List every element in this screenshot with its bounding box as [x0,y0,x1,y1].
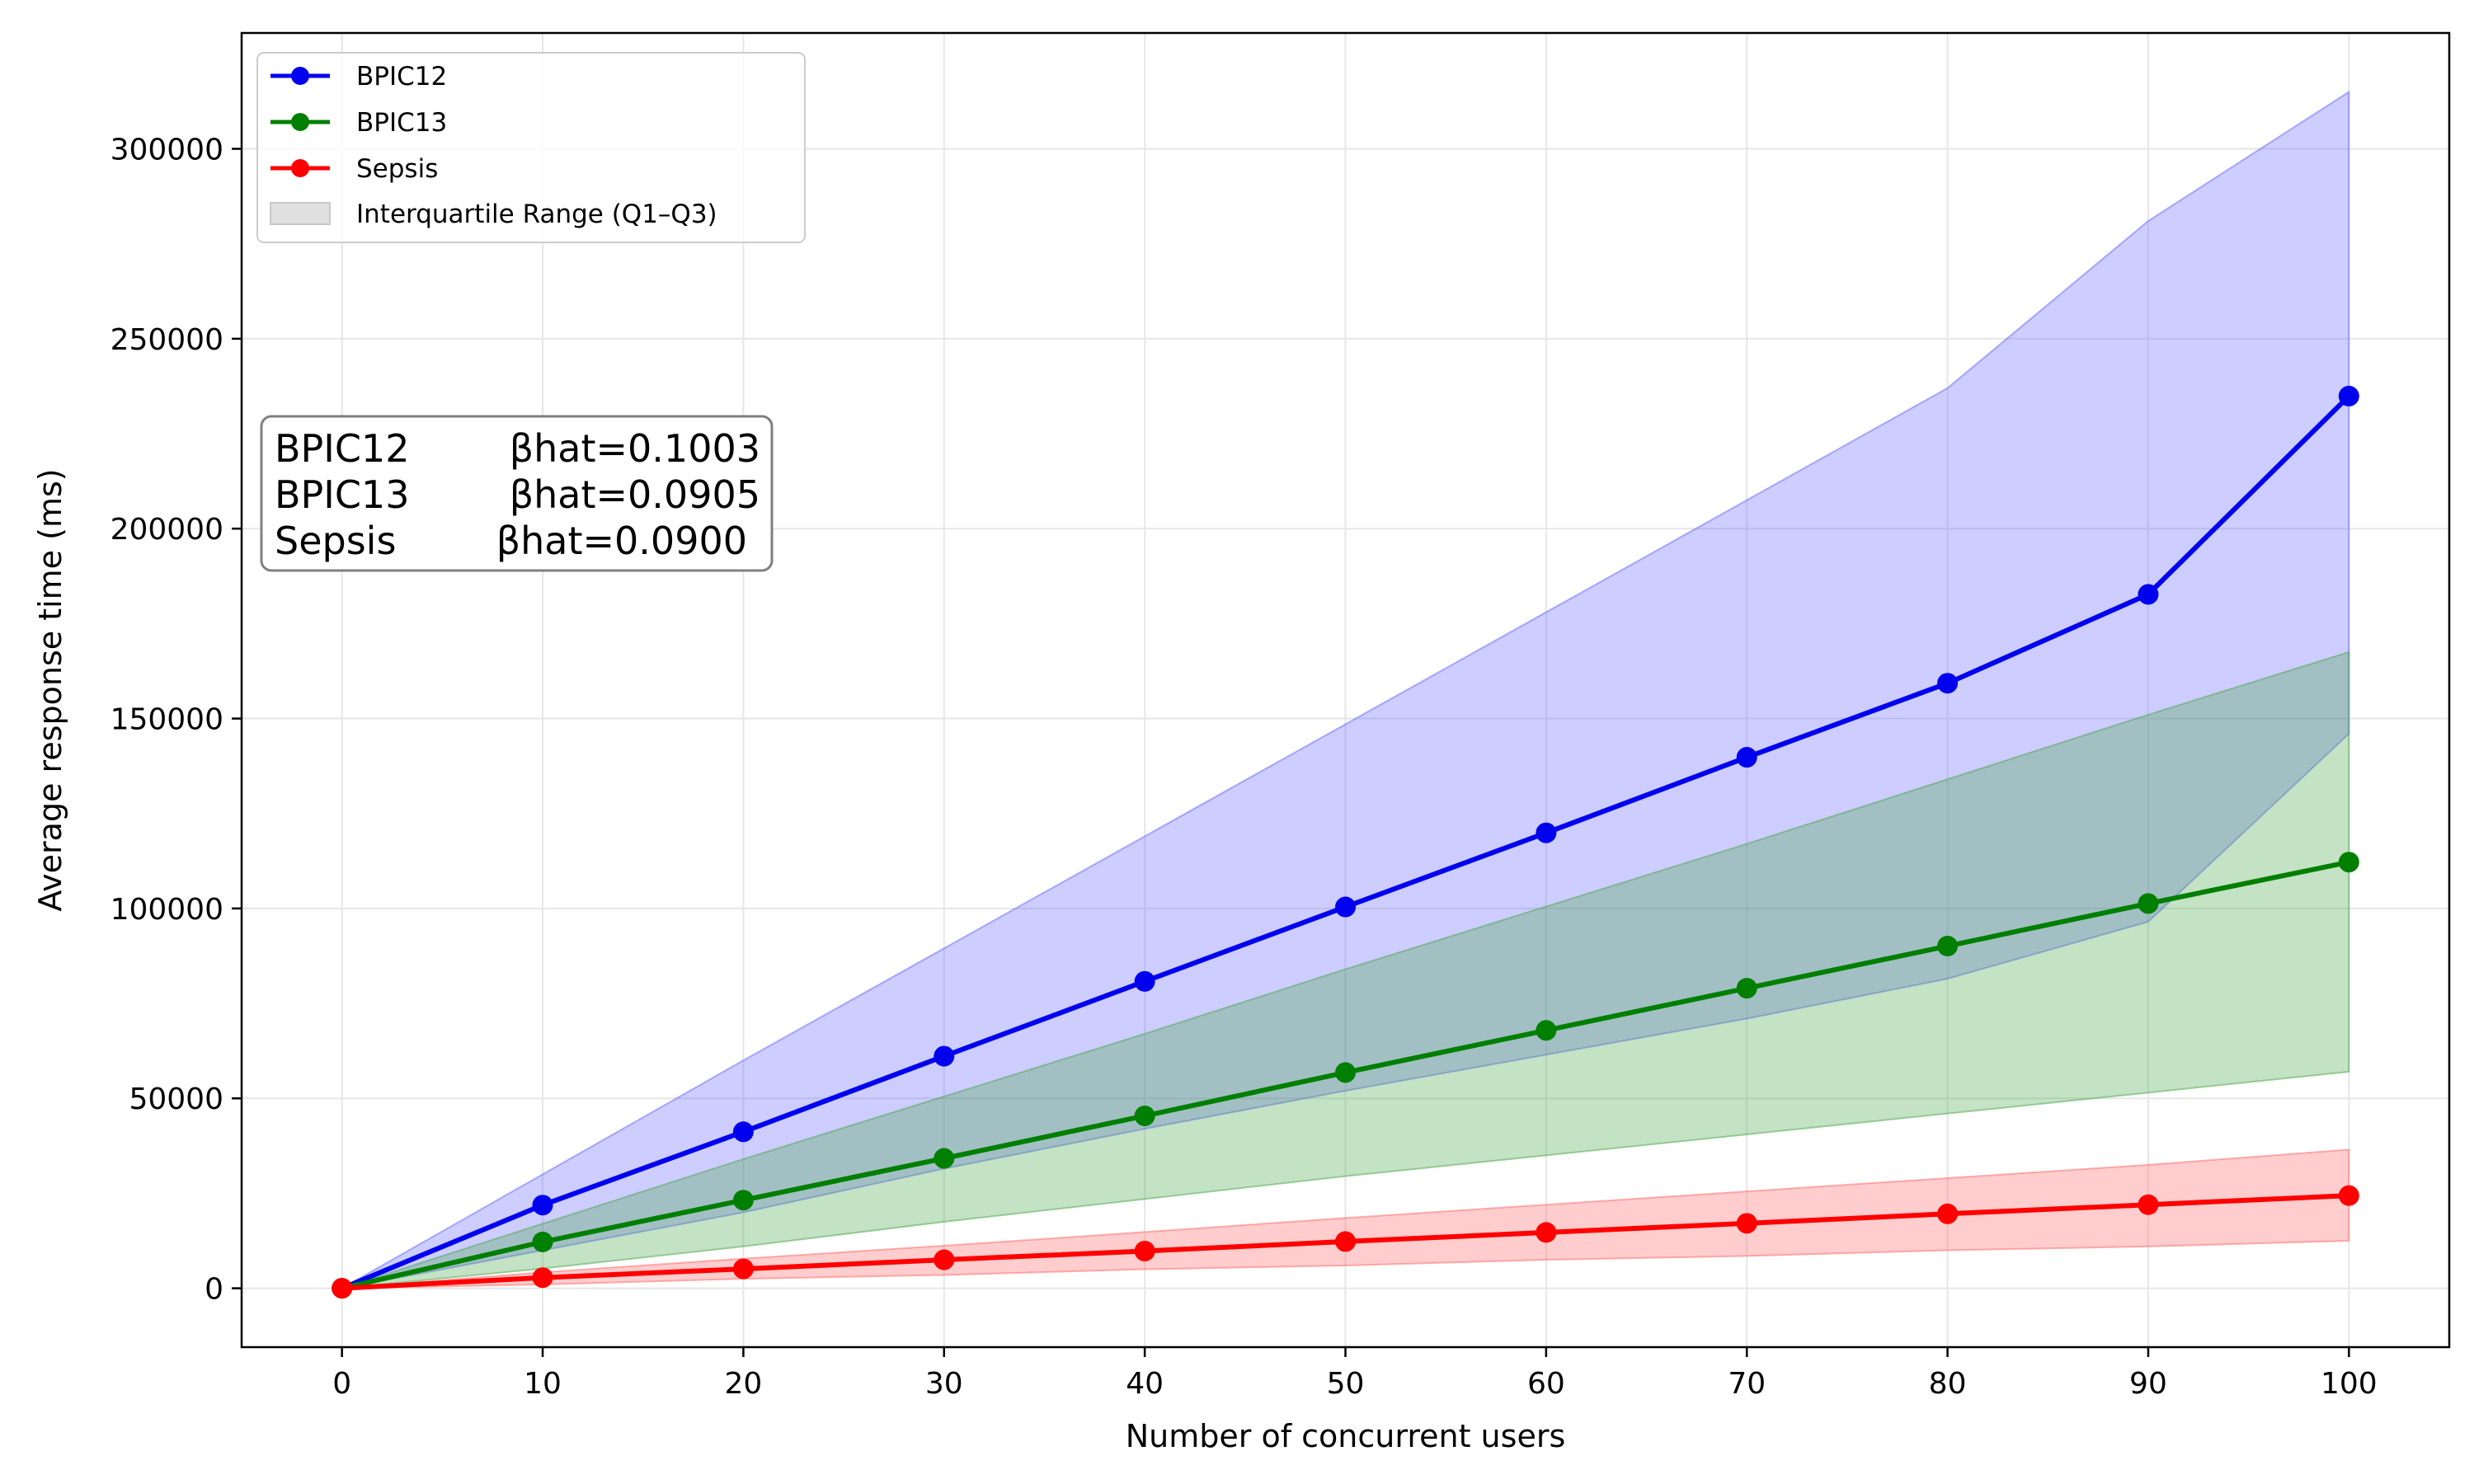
data-point-bpic13 [1536,1020,1557,1041]
data-point-sepsis [934,1249,955,1270]
x-axis-ticks: 0 10 20 30 40 50 60 70 80 90 100 [332,1347,2378,1401]
data-point-sepsis [1736,1213,1757,1234]
x-axis-label: Number of concurrent users [1126,1418,1566,1454]
legend-marker-bpic12 [291,67,309,85]
legend-entry-bpic12: BPIC12 [270,62,447,92]
data-point-bpic12 [1134,970,1155,992]
x-tick-label: 60 [1527,1367,1565,1401]
x-tick-label: 30 [925,1367,963,1401]
data-point-sepsis [1536,1222,1557,1243]
data-point-bpic12 [934,1045,955,1067]
y-tick-label: 300000 [111,134,223,167]
beta-hat-annotation: BPIC12 βhat=0.1003 BPIC13 βhat=0.0905 Se… [260,415,774,572]
data-point-sepsis [332,1278,353,1299]
legend-entry-sepsis: Sepsis [270,154,438,184]
x-tick-label: 40 [1126,1367,1164,1401]
x-tick-label: 0 [332,1367,351,1401]
y-tick-label: 100000 [111,893,223,927]
data-point-bpic12 [1937,673,1959,694]
x-tick-label: 70 [1728,1367,1766,1401]
x-tick-label: 20 [725,1367,763,1401]
legend-label-bpic13: BPIC13 [356,108,447,138]
data-point-bpic12 [2338,385,2359,406]
legend-entry-iqr: Interquartile Range (Q1–Q3) [270,200,717,229]
data-point-bpic13 [1937,936,1959,957]
data-point-bpic13 [532,1231,553,1252]
data-point-bpic13 [1335,1062,1356,1083]
legend-label-bpic12: BPIC12 [356,62,447,92]
legend-entry-bpic13: BPIC13 [270,108,447,138]
annotation-name-bpic12: BPIC12 [275,426,410,471]
legend-label-iqr: Interquartile Range (Q1–Q3) [356,200,717,229]
y-tick-label: 0 [205,1273,223,1307]
legend-swatch-iqr [270,202,331,225]
data-point-bpic12 [532,1195,553,1216]
annotation-value-sepsis: βhat=0.0900 [496,519,747,563]
legend-label-sepsis: Sepsis [356,154,438,184]
data-point-sepsis [732,1258,754,1280]
data-point-sepsis [1937,1203,1959,1224]
data-point-bpic12 [2138,584,2159,605]
annotation-name-bpic13: BPIC13 [275,472,410,517]
annotation-value-bpic12: βhat=0.1003 [510,426,760,471]
x-tick-label: 10 [524,1367,562,1401]
y-axis-ticks: 0 50000 100000 150000 200000 250000 300000 [111,134,242,1307]
x-tick-label: 80 [1929,1367,1967,1401]
data-point-bpic12 [1335,896,1356,918]
y-tick-label: 200000 [111,513,223,547]
data-point-sepsis [1134,1240,1155,1261]
data-point-bpic13 [732,1190,754,1211]
data-point-bpic12 [1736,747,1757,768]
data-point-bpic13 [1736,978,1757,999]
x-tick-label: 50 [1327,1367,1365,1401]
annotation-value-bpic13: βhat=0.0905 [510,472,760,517]
data-point-bpic13 [2138,893,2159,914]
legend-box [256,52,806,243]
annotation-box [260,415,774,572]
annotation-name-sepsis: Sepsis [275,519,396,563]
data-point-bpic12 [1536,822,1557,843]
iqr-band-bpic12 [341,90,2350,1289]
y-tick-label: 250000 [111,323,223,357]
data-point-sepsis [532,1267,553,1289]
data-point-bpic13 [934,1148,955,1169]
iqr-bands [341,90,2350,1289]
y-axis-label: Average response time (ms) [32,468,68,911]
data-point-bpic13 [2338,852,2359,873]
y-tick-label: 50000 [129,1082,223,1116]
data-point-bpic13 [1134,1105,1155,1126]
data-point-sepsis [1335,1231,1356,1252]
y-tick-label: 150000 [111,703,223,737]
series-points [332,385,2359,1299]
data-point-sepsis [2338,1185,2359,1206]
legend-marker-bpic13 [291,113,309,131]
legend-marker-sepsis [291,159,309,177]
data-point-sepsis [2138,1194,2159,1215]
data-point-bpic12 [732,1121,754,1143]
x-tick-label: 100 [2321,1367,2378,1401]
legend: BPIC12 BPIC13 Sepsis Interquartile Range… [256,52,806,243]
x-tick-label: 90 [2129,1367,2167,1401]
